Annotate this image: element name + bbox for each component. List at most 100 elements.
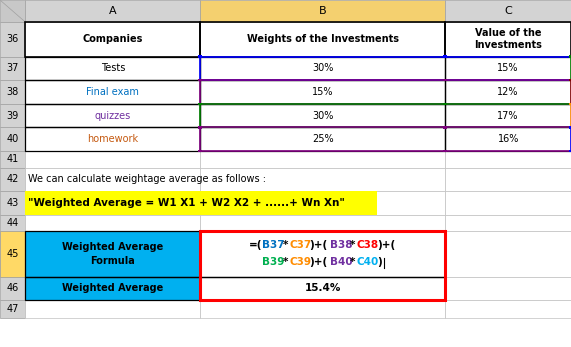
Bar [200, 151, 445, 168]
Bar [569, 79, 571, 81]
Bar [25, 127, 200, 151]
Bar [25, 104, 200, 127]
Bar [444, 56, 448, 58]
Bar [0, 104, 25, 127]
Bar [199, 102, 202, 105]
Bar [444, 102, 448, 105]
Bar [200, 277, 445, 300]
Bar [200, 127, 445, 151]
Bar [200, 57, 445, 80]
Bar [25, 57, 200, 80]
Bar [200, 22, 445, 57]
Text: Tests: Tests [100, 64, 125, 73]
Bar [25, 104, 200, 127]
Bar [569, 102, 571, 105]
Bar [0, 231, 25, 277]
Bar [199, 102, 202, 105]
Text: 39: 39 [6, 111, 19, 120]
Bar [200, 0, 445, 22]
Text: *: * [283, 257, 288, 267]
Bar [25, 277, 200, 300]
Bar [25, 127, 200, 151]
Text: 17%: 17% [497, 111, 519, 120]
Bar [25, 151, 200, 168]
Bar [0, 22, 25, 57]
Bar [445, 80, 571, 104]
Text: C: C [504, 6, 512, 16]
Bar [200, 104, 445, 127]
Text: Companies: Companies [83, 34, 143, 44]
Bar [25, 231, 200, 277]
Bar [199, 126, 202, 128]
Bar [199, 79, 202, 81]
Bar [444, 126, 448, 128]
Bar [0, 277, 25, 300]
Text: 12%: 12% [497, 87, 519, 97]
Text: Value of the
Investments: Value of the Investments [475, 28, 542, 50]
Bar [199, 79, 202, 81]
Bar [200, 80, 445, 104]
Text: 37: 37 [6, 64, 19, 73]
Bar [200, 22, 445, 57]
Bar [25, 300, 200, 318]
Text: *: * [350, 257, 355, 267]
Text: C38: C38 [356, 240, 379, 250]
Text: "Weighted Average = W1 X1 + W2 X2 + ......+ Wn Xn": "Weighted Average = W1 X1 + W2 X2 + ....… [28, 198, 345, 208]
Bar [444, 79, 448, 81]
Bar [0, 127, 25, 151]
Bar [445, 80, 571, 104]
Text: 16%: 16% [497, 134, 519, 144]
Bar [444, 102, 448, 105]
Bar [0, 231, 25, 277]
Text: 45: 45 [6, 249, 19, 259]
Bar [445, 57, 571, 80]
Text: Weighted Average
Formula: Weighted Average Formula [62, 243, 163, 265]
Text: A: A [109, 6, 116, 16]
Text: B37: B37 [262, 240, 285, 250]
Text: 36: 36 [6, 34, 19, 44]
Text: Weights of the Investments: Weights of the Investments [247, 34, 399, 44]
Bar [569, 150, 571, 152]
Bar [445, 277, 571, 300]
Bar [25, 215, 200, 231]
Bar [25, 80, 200, 104]
Bar [569, 102, 571, 105]
Bar [569, 126, 571, 128]
Text: B38: B38 [329, 240, 352, 250]
Text: 38: 38 [6, 87, 19, 97]
Bar [445, 231, 571, 277]
Bar [445, 151, 571, 168]
Text: )+(: )+( [309, 257, 328, 267]
Bar [0, 168, 25, 191]
Text: *: * [350, 240, 355, 250]
Bar [445, 191, 571, 215]
Text: 25%: 25% [312, 134, 333, 144]
Bar [445, 215, 571, 231]
Bar [445, 22, 571, 57]
Bar [0, 80, 25, 104]
Bar [569, 126, 571, 128]
Text: ): ) [377, 257, 381, 267]
Text: Final exam: Final exam [86, 87, 139, 97]
Text: C40: C40 [356, 257, 379, 267]
Bar [0, 215, 25, 231]
Bar [200, 80, 445, 104]
Text: 15.4%: 15.4% [305, 283, 341, 293]
Bar [0, 0, 25, 22]
Bar [25, 277, 200, 300]
Text: *: * [283, 240, 288, 250]
Text: 40: 40 [6, 134, 19, 144]
Bar [200, 191, 445, 215]
Bar [569, 56, 571, 58]
Text: B: B [319, 6, 327, 16]
Bar [200, 231, 445, 300]
Bar [445, 22, 571, 57]
Bar [25, 191, 200, 215]
Text: 46: 46 [6, 283, 19, 293]
Bar [445, 104, 571, 127]
Bar [445, 127, 571, 151]
Bar [0, 191, 25, 215]
Text: 45: 45 [6, 249, 19, 259]
Bar [199, 126, 202, 128]
Bar [445, 0, 571, 22]
